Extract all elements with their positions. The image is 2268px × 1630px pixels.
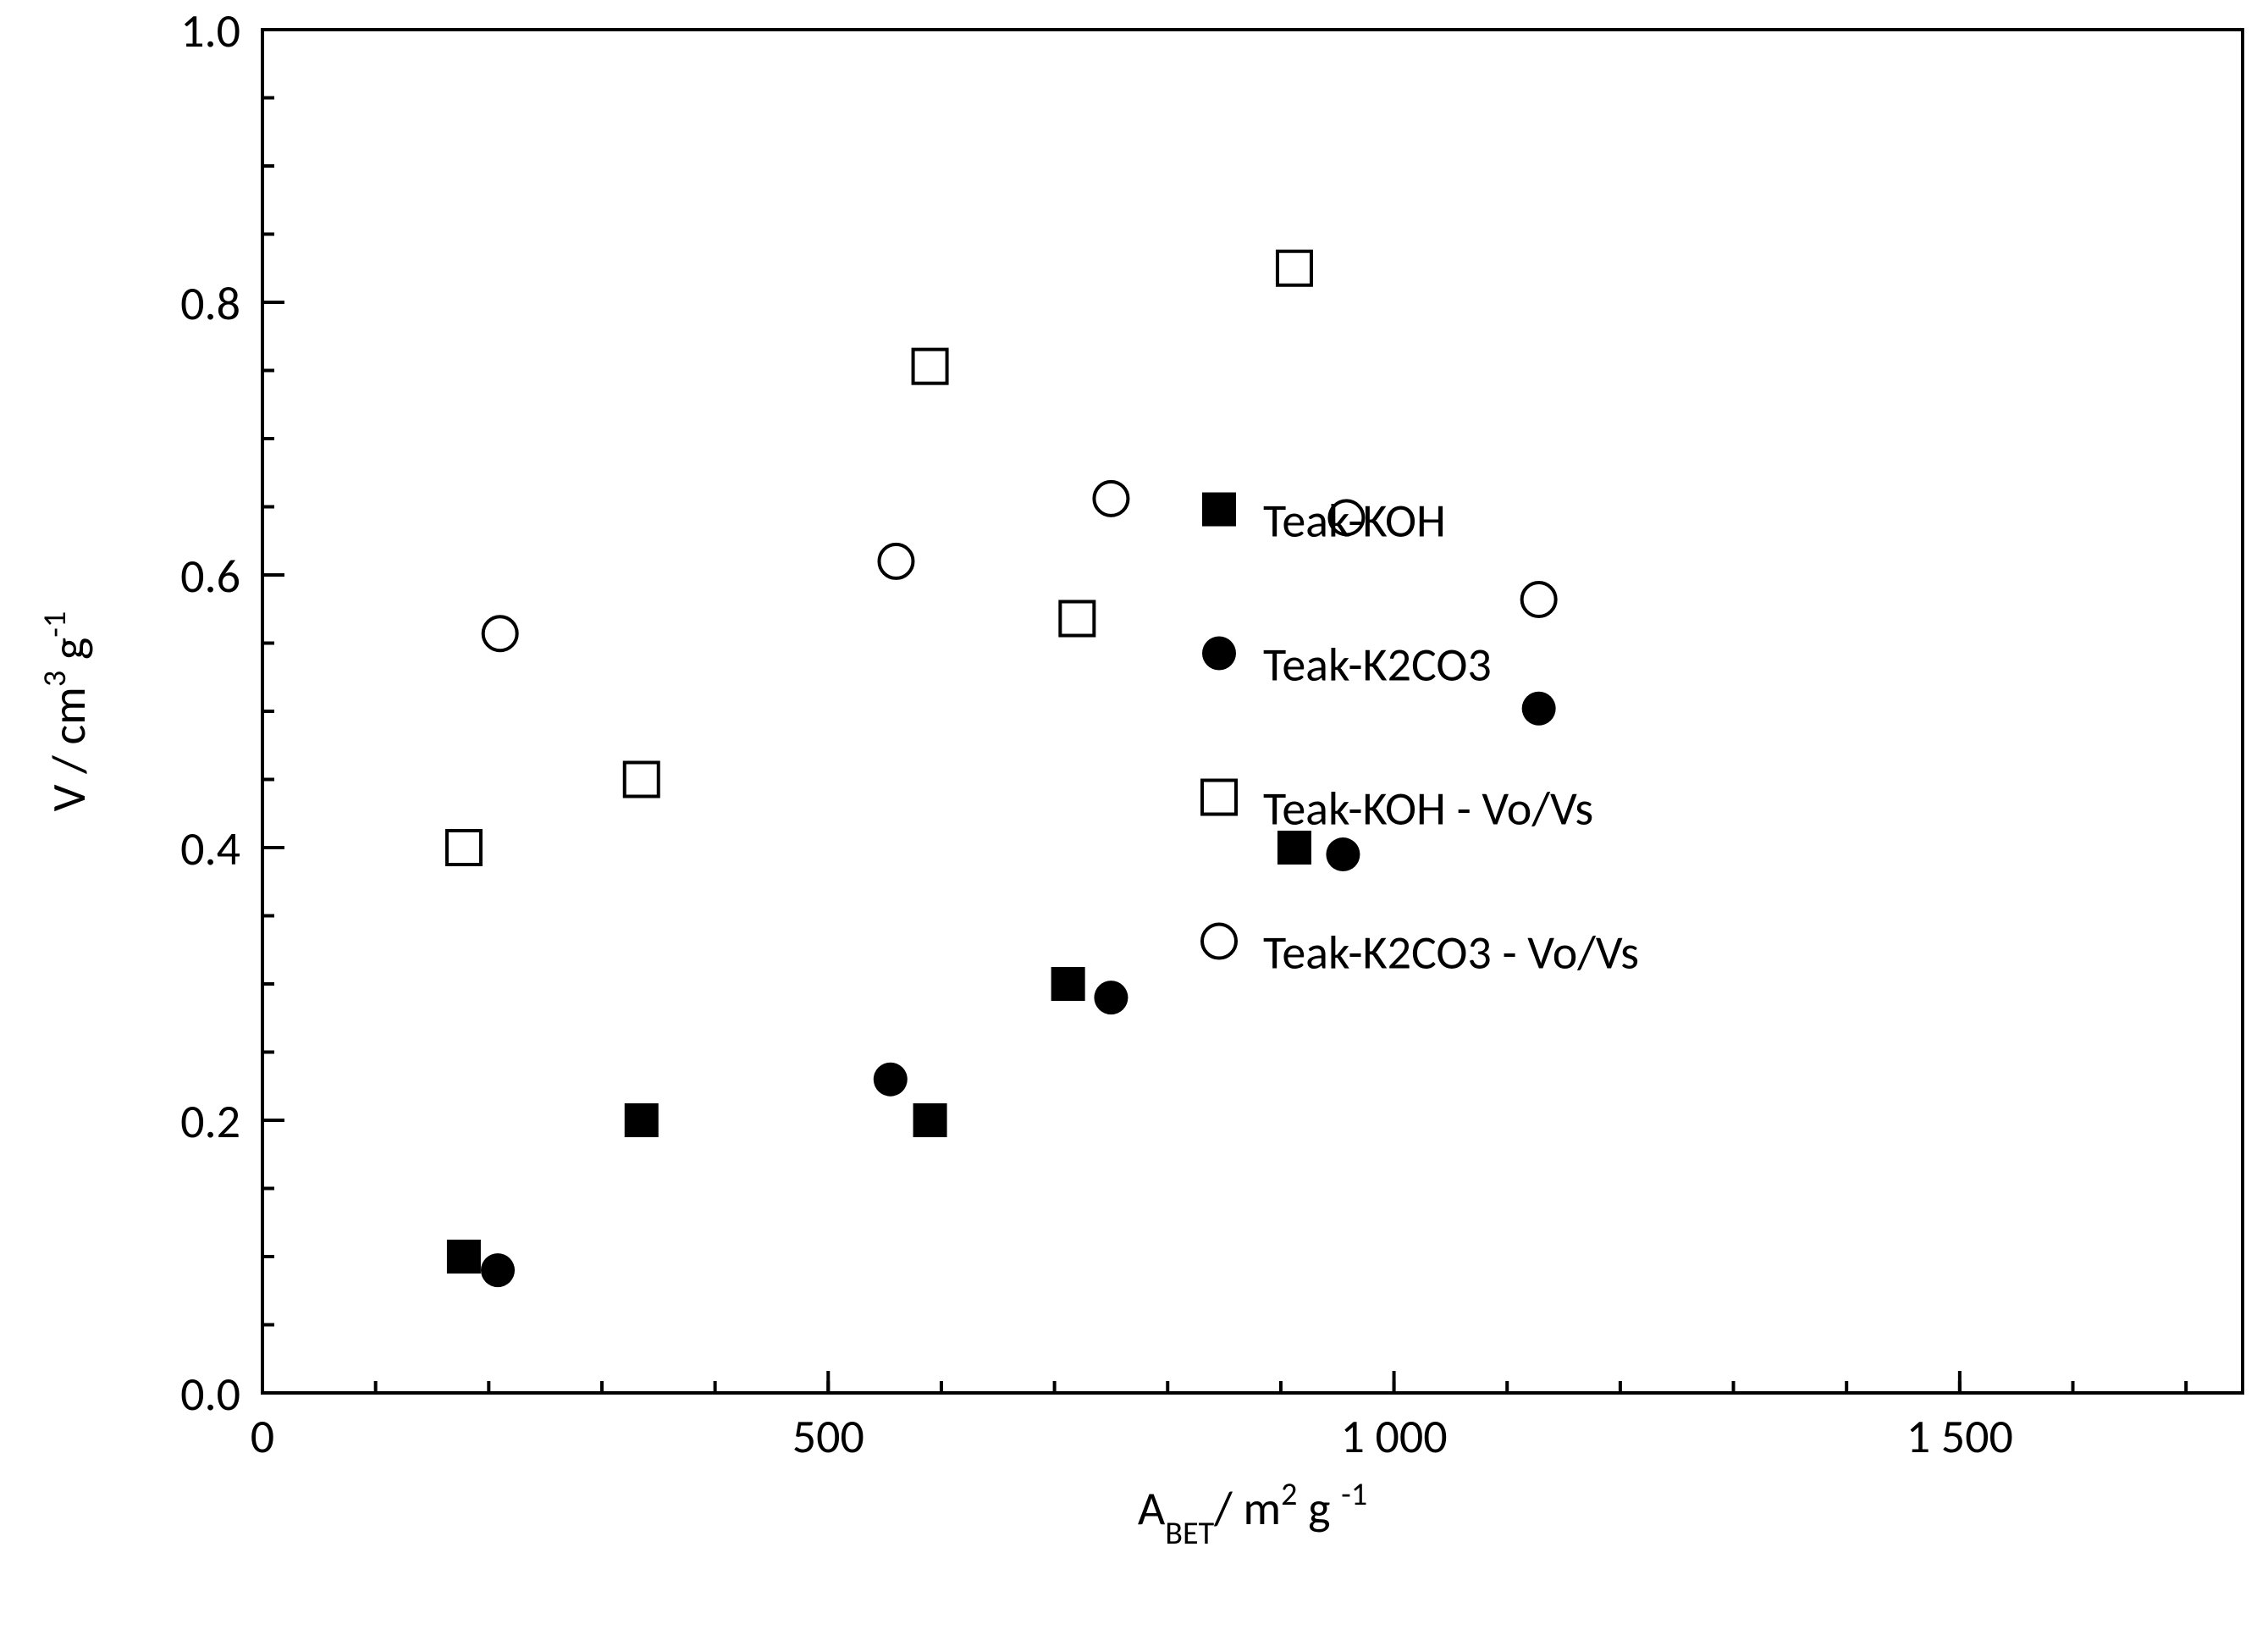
y-tick-label: 0.4 xyxy=(180,821,240,878)
legend-label: Teak-KOH xyxy=(1263,492,1446,550)
y-tick-label: 0.6 xyxy=(180,548,240,605)
x-tick-label: 500 xyxy=(792,1408,864,1466)
legend-label: Teak-KOH - Vo/Vs xyxy=(1263,780,1593,837)
legend-label: Teak-K2CO3 xyxy=(1263,636,1492,693)
y-tick-label: 0.0 xyxy=(180,1366,240,1423)
legend-item-teak-k2co3-vovs: Teak-K2CO3 - Vo/Vs xyxy=(1202,924,1639,981)
legend-label: Teak-K2CO3 - Vo/Vs xyxy=(1263,924,1639,981)
y-axis-title: V / cm3 g-1 xyxy=(36,611,98,811)
x-tick-label: 0 xyxy=(251,1408,274,1466)
scatter-chart: 0 500 1 000 1 500 0.0 0.2 0.4 0.6 0.8 1.0 ABET/ m2… xyxy=(0,0,2268,1630)
chart-container: 0 500 1 000 1 500 0.0 0.2 0.4 0.6 0.8 1.0 ABET/ m2… xyxy=(0,0,2268,1630)
y-tick-label: 1.0 xyxy=(180,3,240,60)
x-tick-label: 1 500 xyxy=(1907,1408,2013,1466)
y-tick-label: 0.2 xyxy=(180,1093,240,1151)
x-axis-title: ABET/ m2 g -1 xyxy=(1138,1475,1367,1553)
y-tick-label: 0.8 xyxy=(180,275,240,333)
x-tick-label: 1 000 xyxy=(1340,1408,1447,1466)
